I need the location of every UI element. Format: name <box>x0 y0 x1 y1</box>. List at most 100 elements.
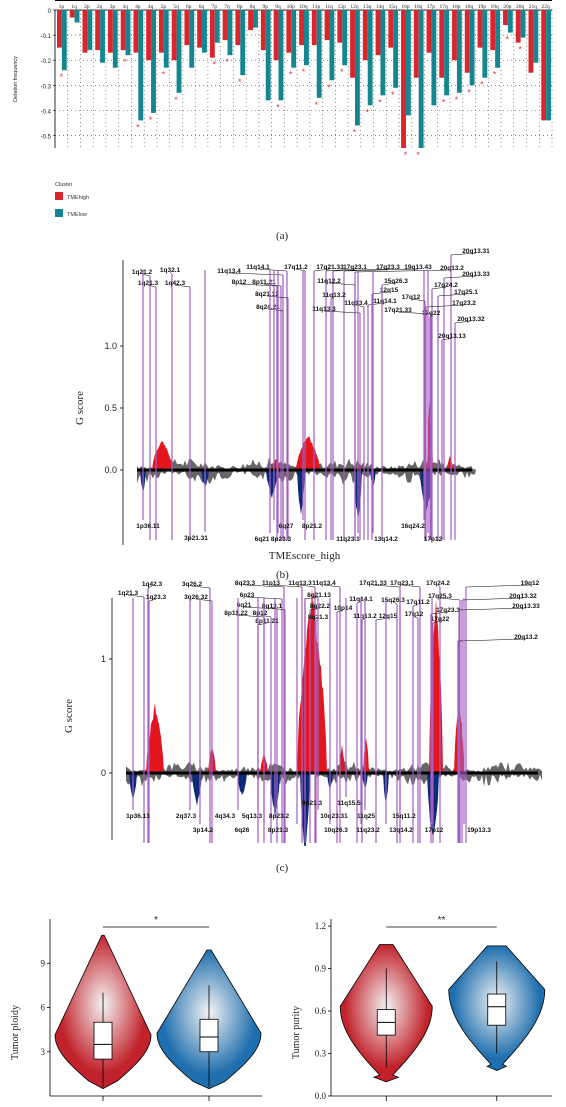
amp-peak-label: 11q13.4 <box>344 300 368 307</box>
y-axis-label: Tumor ploidy <box>10 1005 21 1060</box>
significance-label: * <box>154 915 158 926</box>
box <box>93 1021 113 1060</box>
del-peak-label: 8p21.3 <box>268 827 289 834</box>
bar-tmelow-2p <box>87 10 93 51</box>
amp-peak-label: 10p14 <box>334 605 353 612</box>
amp-label-leader <box>243 606 278 610</box>
significance-star: * <box>442 97 446 107</box>
bar-tmelow-12q <box>354 10 360 126</box>
x-tick-label: 17p <box>427 4 436 10</box>
amplification-peak-5 <box>447 456 453 470</box>
del-peak-label: 4q34.3 <box>215 813 236 820</box>
x-tick-label: 3p <box>110 4 116 10</box>
bar-tmehigh-2p <box>82 10 88 53</box>
amp-peak-label: 11p13 <box>262 580 280 587</box>
amp-label-leader <box>147 585 153 589</box>
bar-tmehigh-20p <box>503 10 508 26</box>
x-tick-label: 20q <box>516 4 525 10</box>
significance-star: * <box>416 150 420 160</box>
amp-peak-label: 20q13.32 <box>509 593 537 600</box>
amp-peak-label: 17q24.2 <box>434 282 458 289</box>
x-tick-label: 22q <box>542 4 551 10</box>
significance-star: * <box>60 72 64 82</box>
amp-peak-label: 3q26.32 <box>184 594 208 601</box>
x-tick-label: 4q <box>148 4 154 10</box>
bar-tmehigh-17p <box>426 10 432 53</box>
significance-star: * <box>506 35 510 45</box>
bar-tmelow-3p <box>112 10 118 68</box>
y-tick-label: 1.0 <box>104 341 117 351</box>
bar-tmelow-9p <box>265 10 271 101</box>
y-tick-label: 3 <box>41 1047 46 1057</box>
bar-tmehigh-2q <box>95 10 101 51</box>
significance-star: * <box>136 122 140 132</box>
x-tick-label: 1p <box>59 4 65 10</box>
deletion-frequency-chart: 0 -0.1 -0.2 -0.3 -0.4 -0.5 Deletion frequency 1… <box>13 0 553 218</box>
amp-label-leader <box>354 269 453 273</box>
bar-tmehigh-7p <box>209 10 215 58</box>
amp-label-leader <box>174 284 191 288</box>
amp-label-leader <box>412 603 419 607</box>
amp-label-leader <box>330 296 335 300</box>
amplification-peak-1 <box>296 436 320 470</box>
amp-label-leader <box>461 597 524 601</box>
amp-peak-label: 8p11.21 <box>252 279 276 286</box>
bar-tmelow-4p <box>138 10 144 121</box>
significance-star: * <box>162 70 166 80</box>
y-tick-label: 0 <box>101 768 106 778</box>
y-tick-label: -0.5 <box>41 134 52 140</box>
amp-label-leader <box>458 607 527 611</box>
bar-tmelow-2q <box>100 10 105 63</box>
x-tick-label: 9q <box>275 4 281 10</box>
bar-tmelow-17p <box>431 10 437 106</box>
significance-star: * <box>518 45 522 55</box>
amp-label-leader <box>443 275 477 279</box>
amp-peak-label: 1q23.3 <box>146 594 167 601</box>
del-peak-label: 13q14.2 <box>374 536 398 543</box>
bar-tmelow-18q <box>469 10 475 86</box>
bar-tmehigh-20q <box>515 10 521 43</box>
x-tick-label: 8p <box>237 4 243 10</box>
amp-label-leader <box>431 286 447 290</box>
significance-star: * <box>238 77 242 87</box>
bar-tmehigh-8q <box>248 10 254 31</box>
amp-peak-label: 15q26.3 <box>384 278 408 285</box>
bar-tmehigh-6p <box>184 10 190 46</box>
amp-peak-label: 8q21.13 <box>307 592 331 599</box>
x-tick-label: 21q <box>529 4 538 10</box>
amp-peak-label: 12q15 <box>380 287 399 294</box>
amp-label-leader <box>148 598 157 602</box>
bar-tmelow-1q <box>74 10 80 23</box>
y-axis-label: G score <box>74 391 86 425</box>
amp-peak-label: 11q14.1 <box>246 264 270 271</box>
amp-label-leader <box>313 268 331 272</box>
x-tick-label: 1q <box>71 4 77 10</box>
amp-label-leader <box>381 282 397 286</box>
amp-peak-label: 8q24.21 <box>256 304 280 311</box>
bar-tmehigh-3q <box>120 10 126 51</box>
amp-label-leader <box>257 268 288 272</box>
del-peak-label: 6q21 <box>255 536 270 543</box>
bar-tmelow-18p <box>456 10 462 93</box>
bar-tmehigh-5p <box>158 10 164 53</box>
x-tick-label: 7q <box>224 4 230 10</box>
amp-peak-label: 12q15 <box>379 613 398 620</box>
x-tick-label: 18q <box>465 4 474 10</box>
bar-tmelow-4q <box>151 10 156 113</box>
amplification-peak-0 <box>146 702 164 773</box>
del-peak-label: 17p12 <box>424 536 443 543</box>
amp-label-leader <box>439 597 461 601</box>
x-tick-label: 14q <box>376 4 385 10</box>
amp-label-leader <box>425 304 465 308</box>
box <box>199 1018 219 1053</box>
amp-label-leader <box>372 584 401 588</box>
x-tick-label: 15q <box>389 4 398 10</box>
del-peak-label: 11q25 <box>357 813 375 820</box>
amp-peak-label: 8p11.22 <box>224 610 248 617</box>
bar-tmehigh-10q <box>299 10 304 46</box>
bar-tmelow-8p <box>240 10 246 76</box>
amp-peak-label: 19q13.43 <box>404 264 432 271</box>
bar-tmehigh-11p <box>311 10 317 46</box>
amp-peak-label: 8q21.13 <box>255 291 279 298</box>
legend-swatch-low <box>55 209 63 217</box>
